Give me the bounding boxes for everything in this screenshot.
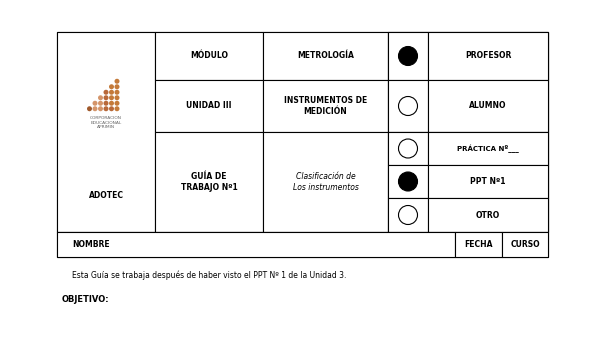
- Bar: [388, 132, 428, 165]
- Circle shape: [104, 106, 109, 111]
- Circle shape: [115, 84, 119, 89]
- Circle shape: [109, 101, 114, 106]
- Bar: [57, 32, 155, 232]
- Bar: [502, 232, 548, 257]
- Ellipse shape: [398, 205, 418, 224]
- Text: MÓDULO: MÓDULO: [190, 51, 228, 61]
- Bar: [428, 165, 548, 198]
- Text: ALUMNO: ALUMNO: [469, 102, 507, 110]
- Circle shape: [87, 106, 92, 111]
- Text: PROFESOR: PROFESOR: [465, 51, 511, 61]
- Bar: [388, 198, 428, 232]
- Circle shape: [115, 90, 119, 95]
- Bar: [388, 32, 428, 80]
- Text: METROLOGÍA: METROLOGÍA: [297, 51, 354, 61]
- Bar: [388, 32, 548, 132]
- Bar: [428, 80, 548, 132]
- Text: PPT Nº1: PPT Nº1: [470, 177, 506, 186]
- Bar: [428, 198, 548, 232]
- Bar: [263, 32, 388, 80]
- Bar: [155, 80, 263, 132]
- Text: CURSO: CURSO: [510, 240, 540, 249]
- Text: OTRO: OTRO: [476, 210, 500, 220]
- Text: PRÁCTICA Nº___: PRÁCTICA Nº___: [457, 144, 519, 153]
- Ellipse shape: [398, 139, 418, 158]
- Circle shape: [109, 95, 114, 100]
- Text: OBJETIVO:: OBJETIVO:: [62, 295, 110, 305]
- Text: NOMBRE: NOMBRE: [72, 240, 110, 249]
- Circle shape: [115, 79, 119, 84]
- Text: ADOTEC: ADOTEC: [89, 190, 124, 200]
- Text: Esta Guía se trabaja después de haber visto el PPT Nº 1 de la Unidad 3.: Esta Guía se trabaja después de haber vi…: [72, 270, 346, 280]
- Bar: [155, 132, 263, 232]
- Bar: [428, 32, 548, 80]
- Text: INSTRUMENTOS DE
MEDICIÓN: INSTRUMENTOS DE MEDICIÓN: [284, 96, 367, 116]
- Circle shape: [92, 101, 97, 106]
- Circle shape: [98, 95, 103, 100]
- Circle shape: [109, 106, 114, 111]
- Ellipse shape: [398, 97, 418, 116]
- Bar: [263, 132, 388, 232]
- Text: Clasificación de
Los instrumentos: Clasificación de Los instrumentos: [293, 172, 358, 192]
- Bar: [455, 232, 502, 257]
- Bar: [57, 232, 548, 257]
- Circle shape: [109, 84, 114, 89]
- Circle shape: [104, 90, 109, 95]
- Text: UNIDAD III: UNIDAD III: [186, 102, 232, 110]
- Circle shape: [115, 95, 119, 100]
- Circle shape: [115, 101, 119, 106]
- Text: FECHA: FECHA: [464, 240, 493, 249]
- Circle shape: [98, 101, 103, 106]
- Ellipse shape: [398, 172, 418, 191]
- Circle shape: [104, 101, 109, 106]
- Circle shape: [92, 106, 97, 111]
- Bar: [57, 32, 548, 232]
- Circle shape: [115, 106, 119, 111]
- Bar: [428, 132, 548, 165]
- Bar: [263, 80, 388, 132]
- Ellipse shape: [398, 47, 418, 66]
- Bar: [388, 165, 428, 198]
- Text: CORPORACION
EDUCACIONAL
APRIMIN: CORPORACION EDUCACIONAL APRIMIN: [90, 116, 122, 130]
- Bar: [388, 132, 548, 232]
- Circle shape: [104, 95, 109, 100]
- Bar: [388, 80, 428, 132]
- Text: GUÍA DE
TRABAJO Nº1: GUÍA DE TRABAJO Nº1: [181, 172, 238, 192]
- Bar: [57, 232, 455, 257]
- Bar: [155, 32, 263, 80]
- Circle shape: [98, 106, 103, 111]
- Circle shape: [109, 90, 114, 95]
